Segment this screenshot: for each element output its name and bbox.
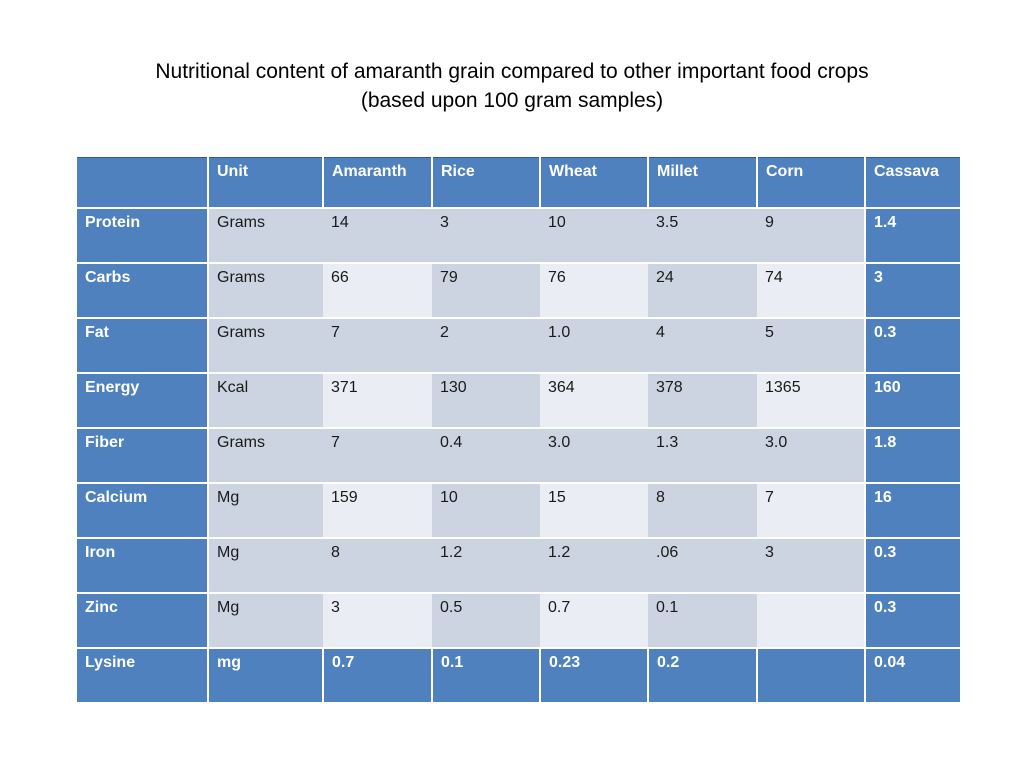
cell-zinc-millet: 0.1 (648, 592, 757, 649)
cell-fiber-wheat: 3.0 (540, 427, 648, 484)
cell-fiber-cassava: 1.8 (864, 427, 960, 484)
table-row-calcium: Calcium Mg 159 10 15 8 7 16 (77, 482, 960, 539)
cell-protein-unit: Grams (208, 207, 323, 264)
cell-lysine-wheat: 0.23 (540, 647, 649, 704)
cell-carbs-wheat: 76 (540, 262, 648, 319)
cell-protein-amaranth: 14 (323, 207, 432, 264)
header-row: Unit Amaranth Rice Wheat Millet Corn Cas… (77, 157, 960, 209)
cell-protein-rice: 3 (432, 207, 540, 264)
row-label-calcium: Calcium (77, 482, 209, 539)
cell-lysine-millet: 0.2 (648, 647, 758, 704)
row-label-zinc: Zinc (77, 592, 209, 649)
table-row-energy: Energy Kcal 371 130 364 378 1365 160 (77, 372, 960, 429)
cell-calcium-rice: 10 (432, 482, 540, 539)
cell-protein-corn: 9 (757, 207, 865, 264)
row-label-protein: Protein (77, 207, 209, 264)
cell-zinc-wheat: 0.7 (540, 592, 648, 649)
cell-zinc-unit: Mg (208, 592, 323, 649)
table-row-protein: Protein Grams 14 3 10 3.5 9 1.4 (77, 207, 960, 264)
slide-title-line1: Nutritional content of amaranth grain co… (155, 60, 869, 83)
table-row-iron: Iron Mg 8 1.2 1.2 .06 3 0.3 (77, 537, 960, 594)
column-header-wheat: Wheat (540, 157, 649, 209)
row-label-lysine: Lysine (77, 647, 209, 704)
cell-lysine-corn (757, 647, 866, 704)
row-label-iron: Iron (77, 537, 209, 594)
cell-lysine-cassava: 0.04 (864, 647, 960, 704)
cell-fat-rice: 2 (432, 317, 540, 374)
cell-carbs-millet: 24 (648, 262, 757, 319)
row-label-fiber: Fiber (77, 427, 209, 484)
cell-fat-cassava: 0.3 (864, 317, 960, 374)
cell-carbs-cassava: 3 (864, 262, 960, 319)
cell-protein-millet: 3.5 (648, 207, 757, 264)
cell-zinc-cassava: 0.3 (864, 592, 960, 649)
row-label-carbs: Carbs (77, 262, 209, 319)
cell-iron-corn: 3 (757, 537, 865, 594)
cell-carbs-amaranth: 66 (323, 262, 432, 319)
table-row-fiber: Fiber Grams 7 0.4 3.0 1.3 3.0 1.8 (77, 427, 960, 484)
cell-energy-wheat: 364 (540, 372, 648, 429)
cell-protein-wheat: 10 (540, 207, 648, 264)
cell-zinc-corn (757, 592, 865, 649)
cell-fiber-amaranth: 7 (323, 427, 432, 484)
cell-energy-corn: 1365 (757, 372, 865, 429)
cell-energy-cassava: 160 (864, 372, 960, 429)
cell-fat-wheat: 1.0 (540, 317, 648, 374)
cell-fiber-corn: 3.0 (757, 427, 865, 484)
cell-calcium-amaranth: 159 (323, 482, 432, 539)
cell-lysine-unit: mg (208, 647, 324, 704)
cell-zinc-amaranth: 3 (323, 592, 432, 649)
table-row-fat: Fat Grams 7 2 1.0 4 5 0.3 (77, 317, 960, 374)
cell-calcium-cassava: 16 (864, 482, 960, 539)
row-label-fat: Fat (77, 317, 209, 374)
table-row-zinc: Zinc Mg 3 0.5 0.7 0.1 0.3 (77, 592, 960, 649)
cell-energy-rice: 130 (432, 372, 540, 429)
cell-fat-amaranth: 7 (323, 317, 432, 374)
cell-calcium-wheat: 15 (540, 482, 648, 539)
cell-calcium-corn: 7 (757, 482, 865, 539)
table-row-carbs: Carbs Grams 66 79 76 24 74 3 (77, 262, 960, 319)
slide-title: Nutritional content of amaranth grain co… (0, 57, 1024, 115)
cell-fat-millet: 4 (648, 317, 757, 374)
cell-calcium-unit: Mg (208, 482, 323, 539)
column-header-millet: Millet (648, 157, 758, 209)
nutrition-table: Unit Amaranth Rice Wheat Millet Corn Cas… (77, 157, 960, 704)
cell-energy-millet: 378 (648, 372, 757, 429)
column-header-blank (77, 157, 209, 209)
cell-iron-amaranth: 8 (323, 537, 432, 594)
cell-protein-cassava: 1.4 (864, 207, 960, 264)
cell-energy-amaranth: 371 (323, 372, 432, 429)
cell-energy-unit: Kcal (208, 372, 323, 429)
row-label-energy: Energy (77, 372, 209, 429)
slide-title-line2: (based upon 100 gram samples) (360, 89, 664, 112)
cell-iron-cassava: 0.3 (864, 537, 960, 594)
cell-iron-millet: .06 (648, 537, 757, 594)
cell-calcium-millet: 8 (648, 482, 757, 539)
cell-fiber-unit: Grams (208, 427, 323, 484)
cell-zinc-rice: 0.5 (432, 592, 540, 649)
column-header-unit: Unit (208, 157, 324, 209)
cell-fat-unit: Grams (208, 317, 323, 374)
column-header-rice: Rice (432, 157, 541, 209)
cell-lysine-rice: 0.1 (432, 647, 541, 704)
cell-iron-unit: Mg (208, 537, 323, 594)
cell-iron-wheat: 1.2 (540, 537, 648, 594)
column-header-corn: Corn (757, 157, 866, 209)
cell-iron-rice: 1.2 (432, 537, 540, 594)
cell-fiber-rice: 0.4 (432, 427, 540, 484)
column-header-cassava: Cassava (865, 157, 960, 209)
table-row-lysine: Lysine mg 0.7 0.1 0.23 0.2 0.04 (77, 647, 960, 704)
cell-carbs-rice: 79 (432, 262, 540, 319)
cell-fiber-millet: 1.3 (648, 427, 757, 484)
cell-fat-corn: 5 (757, 317, 865, 374)
cell-carbs-corn: 74 (757, 262, 865, 319)
cell-lysine-amaranth: 0.7 (323, 647, 433, 704)
column-header-amaranth: Amaranth (323, 157, 433, 209)
cell-carbs-unit: Grams (208, 262, 323, 319)
